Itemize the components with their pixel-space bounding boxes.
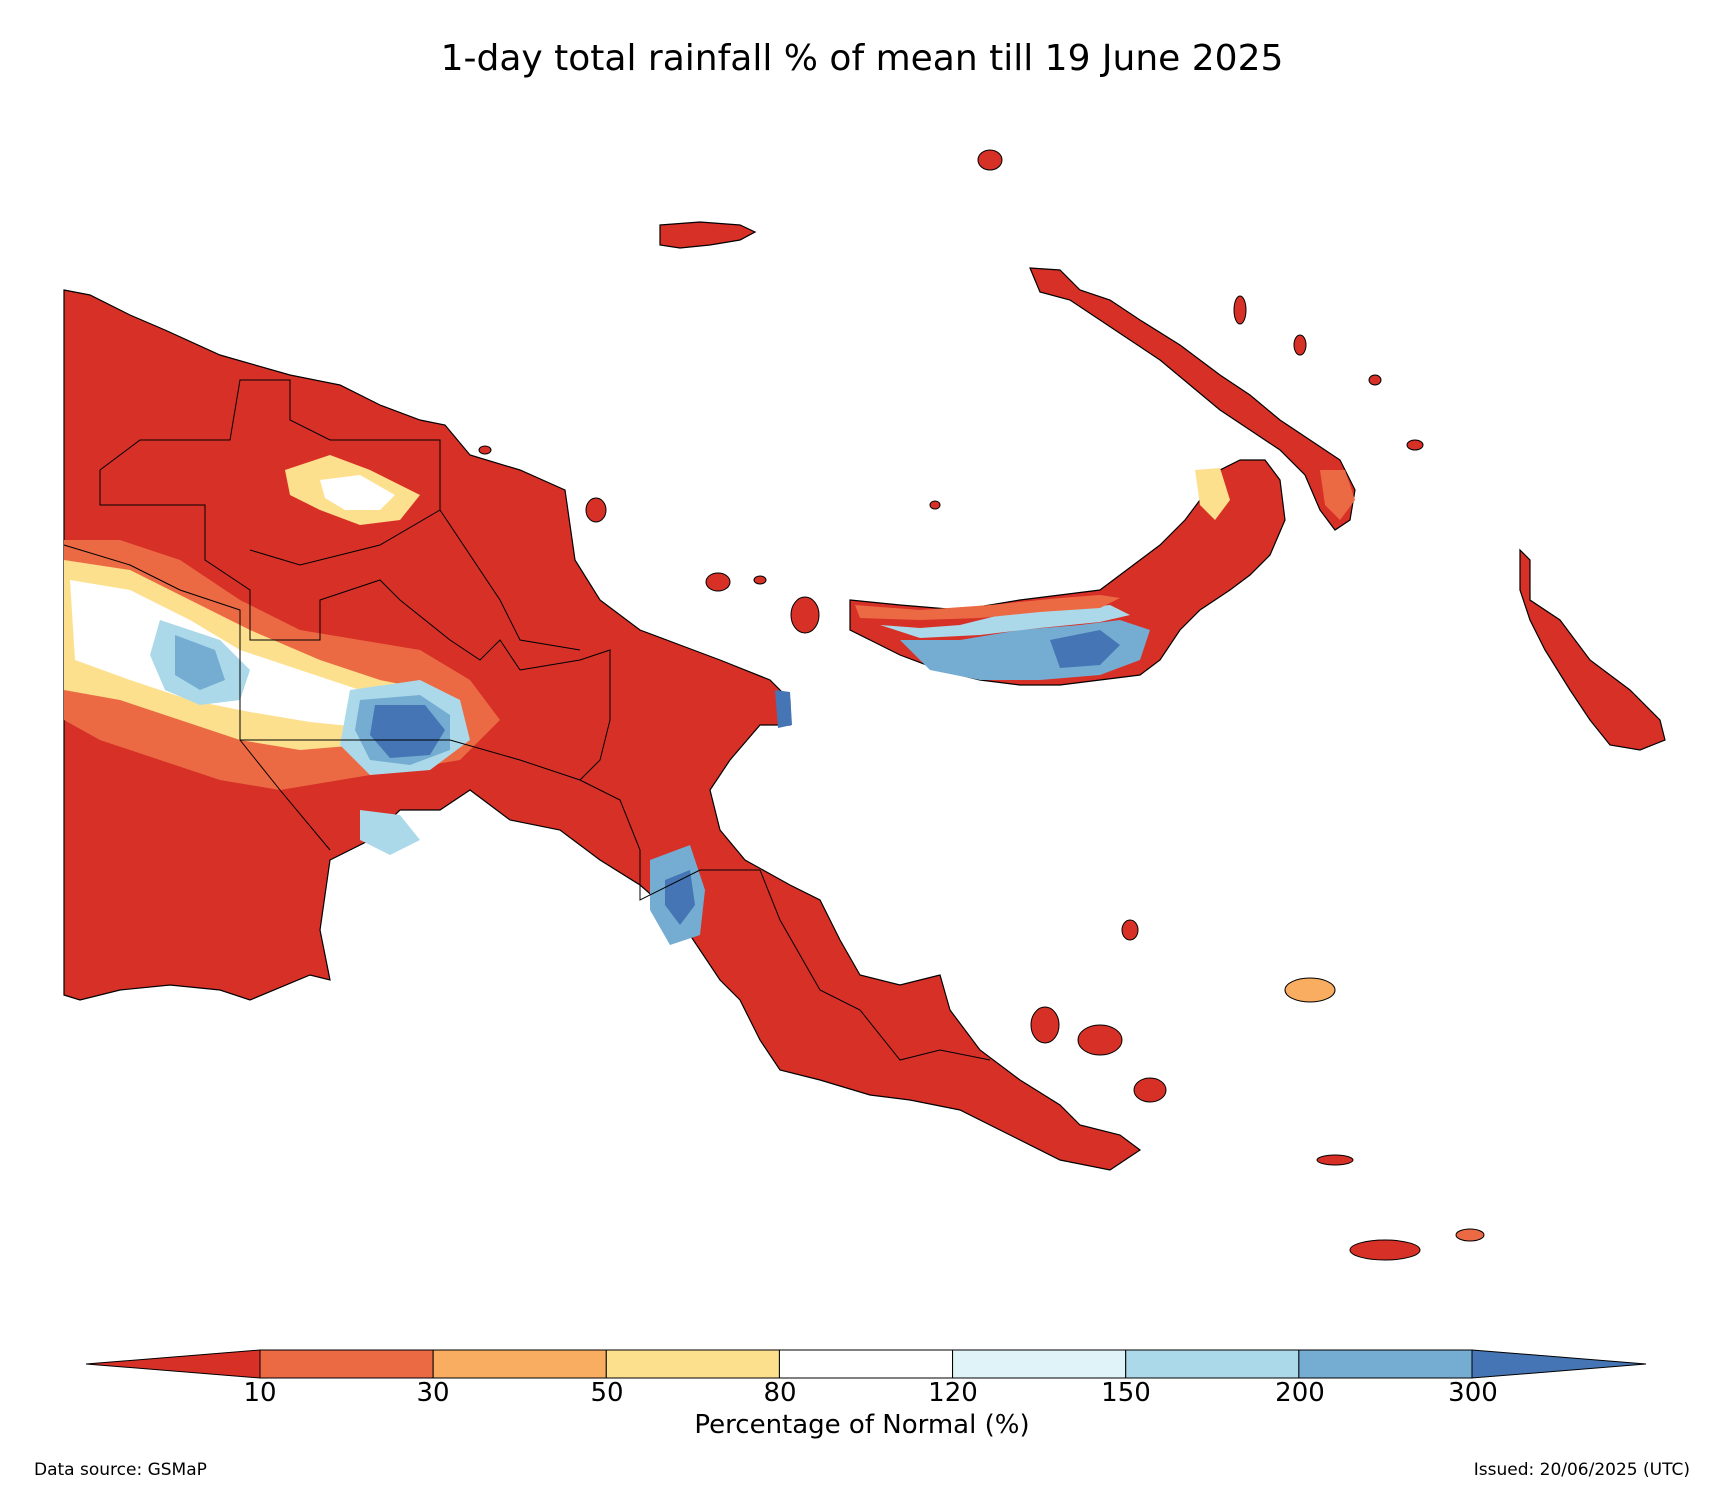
- wet-patch-coast-lightblue: [360, 810, 420, 855]
- colorbar-tick: 10: [243, 1378, 277, 1408]
- province-borders: [63, 379, 991, 1061]
- new-britain-orange: [855, 595, 1120, 620]
- colorbar-extend-high: [1471, 1349, 1647, 1379]
- colorbar-tick: 50: [590, 1378, 624, 1408]
- wet-patch-highlands-white: [70, 580, 420, 728]
- issued-date-note: Issued: 20/06/2025 (UTC): [1473, 1460, 1690, 1480]
- colorbar-extend-low: [85, 1349, 261, 1379]
- colorbar-segment: [605, 1349, 780, 1379]
- colorbar-label: Percentage of Normal (%): [694, 1410, 1030, 1440]
- colorbar-segment: [952, 1349, 1127, 1379]
- colorbar-segment: [778, 1349, 954, 1379]
- colorbar-segment: [1125, 1349, 1300, 1379]
- new-britain-lightblue: [880, 605, 1130, 638]
- manus-island: [659, 221, 757, 249]
- wet-patch-northcoast-white: [320, 475, 395, 510]
- wet-patch-east-darkblue: [775, 690, 792, 728]
- colorbar-tick: 80: [763, 1378, 797, 1408]
- new-ireland-orange: [1320, 470, 1355, 520]
- colorbar-tick: 120: [928, 1378, 978, 1408]
- colorbar-segment: [432, 1349, 607, 1379]
- new-ireland-island: [1029, 267, 1356, 531]
- colorbar-tick: 200: [1275, 1378, 1325, 1408]
- new-britain-yellow-east: [1195, 468, 1230, 520]
- colorbar-segment: [259, 1349, 434, 1379]
- colorbar-tick: 300: [1448, 1378, 1498, 1408]
- wet-patch-highlands-darkblue: [370, 705, 445, 758]
- data-source-note: Data source: GSMaP: [34, 1460, 207, 1480]
- new-britain-darkblue: [1050, 630, 1120, 668]
- map-title: 1-day total rainfall % of mean till 19 J…: [440, 38, 1284, 79]
- colorbar-tick: 30: [416, 1378, 450, 1408]
- colorbar-segment: [1298, 1349, 1473, 1379]
- small-islands: [478, 149, 1485, 1261]
- bougainville-island: [1519, 548, 1666, 751]
- colorbar-tick: 150: [1101, 1378, 1151, 1408]
